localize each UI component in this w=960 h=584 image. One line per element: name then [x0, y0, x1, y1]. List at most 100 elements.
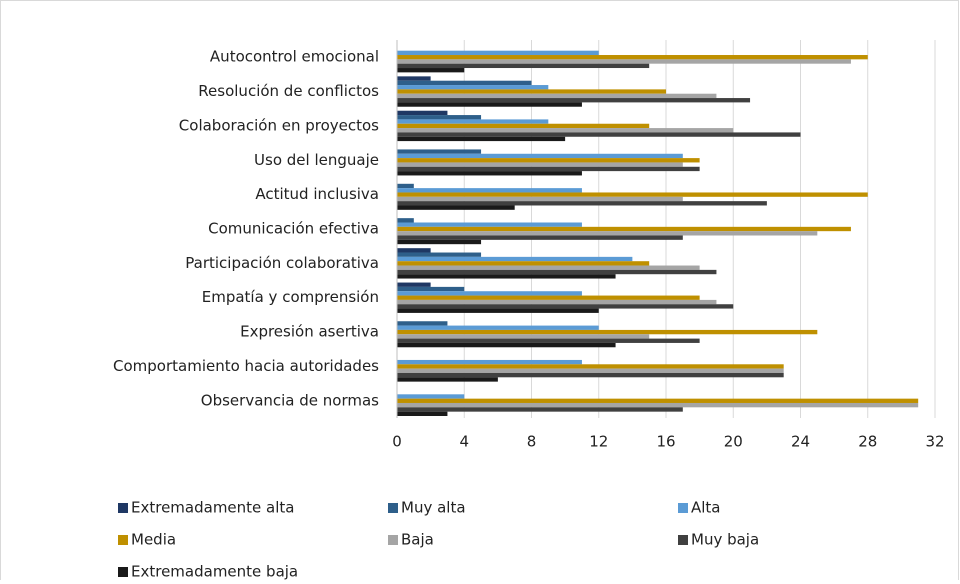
bar	[397, 80, 532, 86]
bar	[397, 274, 616, 279]
bar	[397, 329, 818, 335]
bar	[397, 153, 683, 159]
bar	[397, 334, 650, 339]
bar	[397, 299, 717, 305]
bar	[397, 291, 582, 296]
x-tick-label: 24	[791, 433, 810, 451]
bar	[397, 166, 700, 172]
bar	[397, 256, 633, 262]
y-tick-label: Participación colaborativa	[185, 254, 379, 272]
bar	[397, 110, 448, 116]
bar	[397, 196, 683, 202]
bar	[397, 63, 650, 69]
bar	[397, 93, 717, 99]
bar	[397, 402, 919, 408]
bar	[397, 368, 784, 373]
bar	[397, 115, 482, 120]
bar	[397, 205, 515, 210]
bar	[397, 85, 549, 90]
x-tick-label: 0	[392, 433, 402, 451]
bar	[397, 372, 784, 378]
y-tick-label: Comunicación efectiva	[208, 220, 379, 238]
x-tick-label: 8	[527, 433, 537, 451]
y-tick-label: Resolución de conflictos	[198, 82, 379, 100]
bar	[397, 407, 683, 412]
bar	[397, 76, 431, 81]
bar	[397, 123, 650, 129]
bar	[397, 338, 700, 343]
bar	[397, 89, 666, 94]
legend-swatch	[388, 535, 398, 545]
bar	[397, 119, 549, 124]
y-tick-label: Autocontrol emocional	[210, 48, 379, 66]
bar	[397, 359, 582, 365]
bar	[397, 188, 582, 193]
bar	[397, 68, 465, 73]
y-tick-label: Colaboración en proyectos	[179, 116, 379, 134]
bar	[397, 128, 734, 133]
bar	[397, 286, 465, 292]
bar	[397, 282, 431, 287]
bar	[397, 411, 448, 416]
bar	[397, 102, 582, 107]
x-tick-label: 20	[724, 433, 743, 451]
bar	[397, 394, 465, 399]
x-tick-label: 28	[858, 433, 877, 451]
bar	[397, 364, 784, 369]
legend-label: Muy baja	[691, 531, 759, 549]
legend-swatch	[678, 535, 688, 545]
bar	[397, 235, 683, 240]
y-tick-label: Actitud inclusiva	[255, 185, 379, 203]
bar	[397, 192, 868, 197]
y-tick-label: Uso del lenguaje	[254, 151, 379, 169]
bar	[397, 226, 851, 232]
bar	[397, 59, 851, 64]
bar	[397, 136, 566, 142]
y-tick-label: Expresión asertiva	[240, 323, 379, 341]
bar	[397, 295, 700, 300]
bar	[397, 261, 650, 266]
bar	[397, 398, 919, 403]
bar	[397, 248, 431, 253]
x-tick-label: 4	[459, 433, 469, 451]
bar	[397, 162, 683, 167]
bar	[397, 218, 414, 223]
bar	[397, 342, 616, 348]
legend-swatch	[678, 503, 688, 513]
bar	[397, 231, 818, 236]
bar	[397, 222, 582, 227]
bar	[397, 50, 599, 56]
bar	[397, 265, 700, 270]
legend-label: Media	[131, 531, 176, 549]
bar	[397, 201, 767, 206]
bar	[397, 98, 751, 103]
legend-label: Muy alta	[401, 499, 466, 517]
y-tick-label: Observancia de normas	[201, 391, 379, 409]
legend-swatch	[118, 535, 128, 545]
bar	[397, 321, 448, 326]
legend-label: Baja	[401, 531, 434, 549]
bar	[397, 325, 599, 330]
legend-swatch	[118, 503, 128, 513]
bar	[397, 304, 734, 309]
x-tick-label: 12	[589, 433, 608, 451]
bar	[397, 183, 414, 189]
bar	[397, 239, 482, 245]
x-tick-label: 32	[925, 433, 944, 451]
bar	[397, 55, 868, 60]
bar	[397, 252, 482, 257]
bar	[397, 158, 700, 163]
legend-label: Extremadamente baja	[131, 563, 298, 581]
x-tick-label: 16	[656, 433, 675, 451]
y-tick-label: Empatía y comprensión	[202, 288, 379, 306]
bar	[397, 308, 599, 313]
legend-label: Extremadamente alta	[131, 499, 294, 517]
bar	[397, 171, 582, 176]
legend-swatch	[118, 567, 128, 577]
bar	[397, 377, 498, 382]
legend-swatch	[388, 503, 398, 513]
bar	[397, 149, 482, 154]
legend-label: Alta	[691, 499, 721, 517]
